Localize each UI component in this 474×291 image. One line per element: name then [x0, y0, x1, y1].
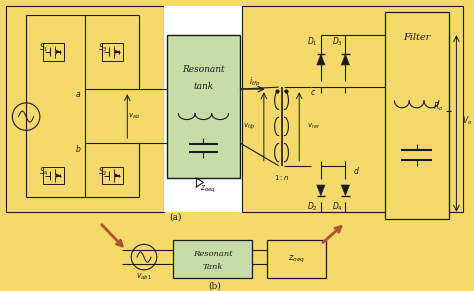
- Polygon shape: [317, 54, 325, 65]
- Text: $S_3$: $S_3$: [98, 42, 108, 54]
- Text: $b$: $b$: [75, 143, 81, 154]
- Polygon shape: [341, 185, 349, 196]
- Text: Resonant: Resonant: [193, 250, 233, 258]
- Polygon shape: [115, 174, 119, 177]
- Text: $D_2$: $D_2$: [307, 201, 318, 213]
- Bar: [385, 13, 448, 219]
- Text: $D_3$: $D_3$: [332, 36, 342, 48]
- Text: Filter: Filter: [403, 33, 430, 42]
- Text: $c$: $c$: [310, 88, 316, 97]
- Bar: [164, 6, 242, 212]
- Polygon shape: [56, 174, 60, 177]
- Text: $v_{ab1}$: $v_{ab1}$: [136, 272, 152, 282]
- Text: $a$: $a$: [75, 90, 81, 99]
- Text: (b): (b): [208, 281, 221, 290]
- Text: $i_{tfp}$: $i_{tfp}$: [249, 76, 261, 89]
- Text: Tank: Tank: [202, 263, 223, 271]
- Bar: [267, 240, 326, 278]
- Text: $z_{oeq}$: $z_{oeq}$: [201, 184, 216, 195]
- Text: $V_o$: $V_o$: [462, 115, 473, 127]
- Polygon shape: [56, 50, 60, 54]
- Bar: [7, 6, 164, 212]
- Text: $z_{oeq}$: $z_{oeq}$: [288, 253, 305, 265]
- Text: $S_4$: $S_4$: [39, 165, 49, 178]
- Text: $S_2$: $S_2$: [98, 165, 108, 178]
- Text: $1:n$: $1:n$: [274, 173, 289, 182]
- Text: $v_{rer}$: $v_{rer}$: [307, 122, 320, 131]
- Bar: [242, 6, 463, 212]
- Bar: [173, 240, 252, 278]
- Text: $R_o$: $R_o$: [433, 100, 444, 113]
- Polygon shape: [317, 185, 325, 196]
- Text: $v_{tfp}$: $v_{tfp}$: [243, 121, 256, 132]
- Text: $d$: $d$: [353, 165, 360, 176]
- Text: $v_{ab}$: $v_{ab}$: [128, 111, 140, 121]
- Text: Resonant: Resonant: [182, 65, 225, 74]
- Text: $S_1$: $S_1$: [39, 42, 49, 54]
- Bar: [43, 43, 64, 61]
- Polygon shape: [341, 54, 349, 65]
- Text: tank: tank: [193, 82, 214, 91]
- Polygon shape: [115, 50, 119, 54]
- Bar: [166, 35, 240, 178]
- Bar: [102, 43, 123, 61]
- Bar: [43, 167, 64, 184]
- Bar: [102, 167, 123, 184]
- Text: $D_4$: $D_4$: [331, 201, 342, 213]
- Text: $D_1$: $D_1$: [307, 36, 318, 48]
- Text: (a): (a): [169, 212, 182, 221]
